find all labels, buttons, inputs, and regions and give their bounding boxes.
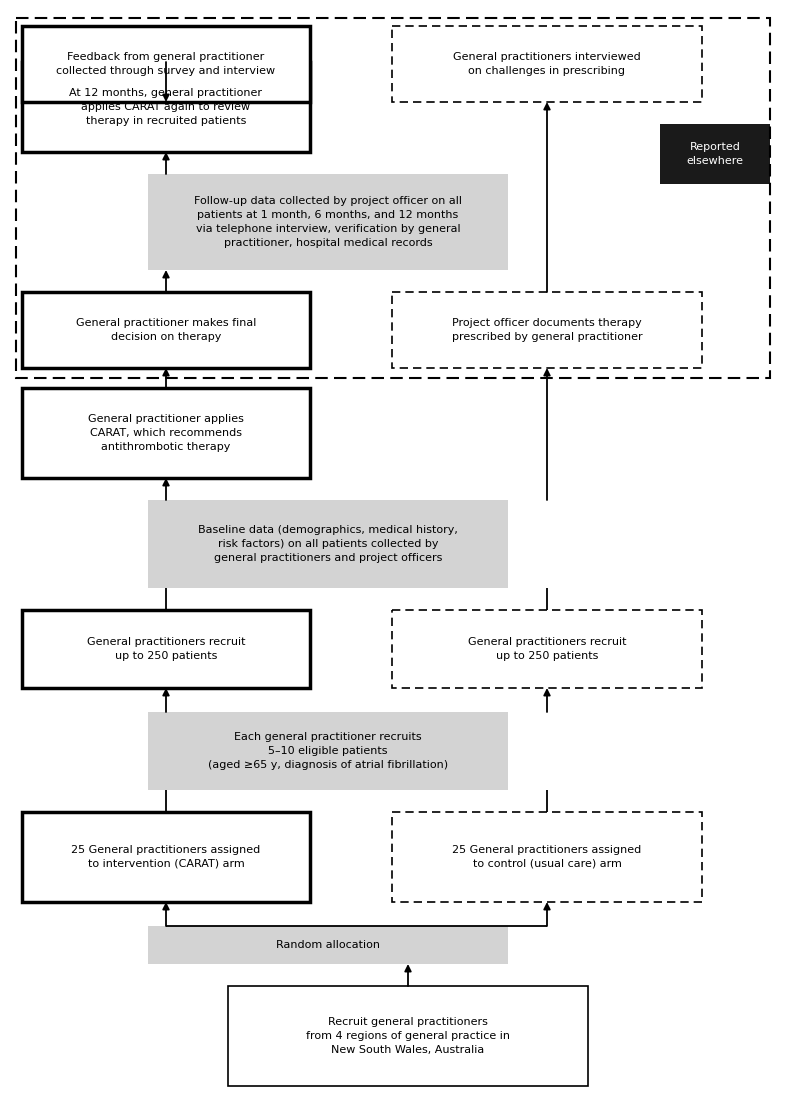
Bar <box>392 291 701 368</box>
Bar <box>148 174 507 270</box>
Text: 25 General practitioners assigned
to intervention (CARAT) arm: 25 General practitioners assigned to int… <box>71 845 260 869</box>
Text: At 12 months, general practitioner
applies CARAT again to review
therapy in recr: At 12 months, general practitioner appli… <box>69 88 262 126</box>
Bar <box>22 26 310 102</box>
Text: Each general practitioner recruits
5–10 eligible patients
(aged ≥65 y, diagnosis: Each general practitioner recruits 5–10 … <box>208 732 447 769</box>
Text: General practitioner makes final
decision on therapy: General practitioner makes final decisio… <box>75 318 256 342</box>
Bar <box>148 500 507 588</box>
Text: General practitioners interviewed
on challenges in prescribing: General practitioners interviewed on cha… <box>453 52 640 76</box>
Text: Follow-up data collected by project officer on all
patients at 1 month, 6 months: Follow-up data collected by project offi… <box>194 197 462 248</box>
Text: General practitioners recruit
up to 250 patients: General practitioners recruit up to 250 … <box>467 637 626 661</box>
Bar <box>22 62 310 152</box>
Bar <box>22 388 310 478</box>
Text: Random allocation: Random allocation <box>275 940 380 951</box>
Bar <box>16 18 769 378</box>
Bar <box>659 124 769 184</box>
Bar <box>148 712 507 790</box>
Bar <box>22 813 310 902</box>
Bar <box>22 291 310 368</box>
Text: 25 General practitioners assigned
to control (usual care) arm: 25 General practitioners assigned to con… <box>452 845 641 869</box>
Text: Reported
elsewhere: Reported elsewhere <box>686 142 743 166</box>
Text: Feedback from general practitioner
collected through survey and interview: Feedback from general practitioner colle… <box>56 52 275 76</box>
Bar <box>392 611 701 688</box>
Bar <box>392 813 701 902</box>
Text: General practitioners recruit
up to 250 patients: General practitioners recruit up to 250 … <box>87 637 245 661</box>
Bar <box>228 986 587 1086</box>
Text: Baseline data (demographics, medical history,
risk factors) on all patients coll: Baseline data (demographics, medical his… <box>198 526 458 563</box>
Text: Recruit general practitioners
from 4 regions of general practice in
New South Wa: Recruit general practitioners from 4 reg… <box>306 1017 509 1055</box>
Bar <box>392 26 701 102</box>
Text: General practitioner applies
CARAT, which recommends
antithrombotic therapy: General practitioner applies CARAT, whic… <box>88 414 243 452</box>
Bar <box>148 926 507 964</box>
Text: Project officer documents therapy
prescribed by general practitioner: Project officer documents therapy prescr… <box>451 318 642 342</box>
Bar <box>22 611 310 688</box>
